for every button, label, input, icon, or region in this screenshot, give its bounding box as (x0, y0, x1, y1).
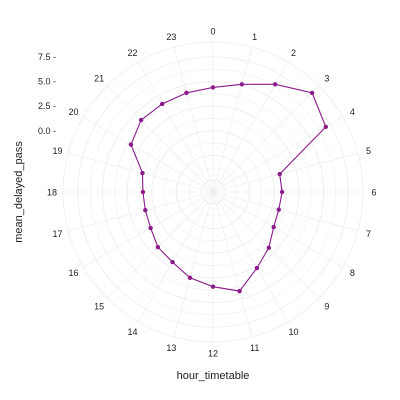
x-tick-label: 11 (250, 343, 259, 353)
data-point (210, 284, 216, 289)
data-point (272, 82, 278, 87)
data-point (187, 275, 193, 280)
x-tick-label: 2 (291, 48, 296, 58)
grid-spoke (212, 191, 289, 323)
x-tick-label: 16 (69, 268, 79, 278)
data-point (148, 225, 153, 231)
x-tick-label: 3 (324, 74, 329, 84)
grid-layer (62, 41, 364, 343)
grid-spoke (137, 61, 214, 193)
grid-spoke (212, 191, 344, 268)
data-point (128, 142, 134, 147)
x-tick-label: 22 (127, 48, 137, 58)
data-point (266, 245, 272, 251)
y-tick-label: 5.0 - (38, 76, 56, 86)
data-point (184, 90, 189, 96)
grid-spoke (68, 191, 214, 232)
data-point (276, 207, 281, 212)
y-axis: 0.0 - 2.5 - 5.0 - 7.5 - (38, 52, 56, 136)
data-point (309, 90, 315, 96)
y-tick-label: 7.5 - (38, 52, 56, 62)
grid-spoke (212, 61, 289, 193)
grid-spoke (212, 191, 320, 299)
x-tick-label: 14 (127, 327, 137, 337)
grid-ring (102, 81, 324, 303)
data-point (279, 189, 285, 195)
data-point (271, 224, 276, 230)
grid-ring (151, 130, 275, 254)
grid-spoke (212, 191, 253, 337)
grid-ring (163, 142, 263, 242)
data-point (254, 265, 260, 271)
x-tick-label: 8 (350, 268, 355, 278)
x-tick-label: 1 (252, 32, 257, 42)
x-tick-label: 0 (210, 27, 215, 37)
data-point (277, 171, 282, 177)
grid-ring (176, 155, 250, 229)
x-tick-label: 19 (52, 146, 62, 156)
data-point (155, 244, 161, 250)
series-layer (128, 82, 329, 294)
grid-spoke (137, 191, 214, 323)
grid-spoke (106, 191, 214, 299)
x-tick-label: 7 (366, 229, 371, 239)
grid-ring (126, 105, 300, 279)
data-point (170, 259, 175, 265)
x-tick-label: 5 (366, 146, 371, 156)
data-point (210, 85, 216, 90)
grid-spoke (212, 152, 358, 193)
grid-spoke (106, 85, 214, 193)
x-tick-label: 20 (69, 107, 79, 117)
grid-ring (139, 118, 287, 266)
data-point (159, 101, 165, 107)
x-tick-label: 10 (288, 327, 298, 337)
y-tick-label: 0.0 - (38, 126, 56, 136)
grid-spoke (212, 47, 253, 193)
grid-spoke (212, 85, 320, 193)
grid-ring (114, 93, 312, 291)
y-axis-title: mean_delayed_pass (13, 141, 25, 243)
grid-ring (200, 179, 226, 205)
grid-ring (77, 56, 349, 328)
grid-spoke (212, 191, 358, 232)
grid-ring (188, 167, 238, 217)
x-tick-label: 17 (52, 229, 62, 239)
grid-ring (89, 68, 337, 316)
data-point (143, 207, 148, 213)
data-point (237, 288, 242, 294)
data-point (323, 124, 329, 130)
data-point (140, 189, 146, 195)
data-point (239, 82, 245, 87)
x-tick-label: 12 (208, 349, 218, 359)
x-tick-label: 15 (94, 301, 104, 311)
grid-spoke (82, 116, 214, 193)
x-tick-label: 9 (324, 301, 329, 311)
x-tick-label: 6 (371, 188, 376, 198)
grid-spoke (173, 47, 214, 193)
x-tick-label: 23 (166, 32, 176, 42)
data-point (140, 170, 145, 176)
x-axis-title: hour_timetable (177, 370, 250, 382)
x-tick-label: 4 (350, 107, 355, 117)
grid-spoke (173, 191, 214, 337)
x-tick-label: 13 (166, 343, 176, 353)
grid-outer-ring (62, 41, 364, 343)
x-tick-label: 21 (94, 74, 104, 84)
data-point (138, 117, 144, 123)
grid-spoke (212, 116, 344, 193)
grid-spoke (82, 191, 214, 268)
y-tick-label: 2.5 - (38, 101, 56, 111)
x-tick-label: 18 (47, 188, 57, 198)
